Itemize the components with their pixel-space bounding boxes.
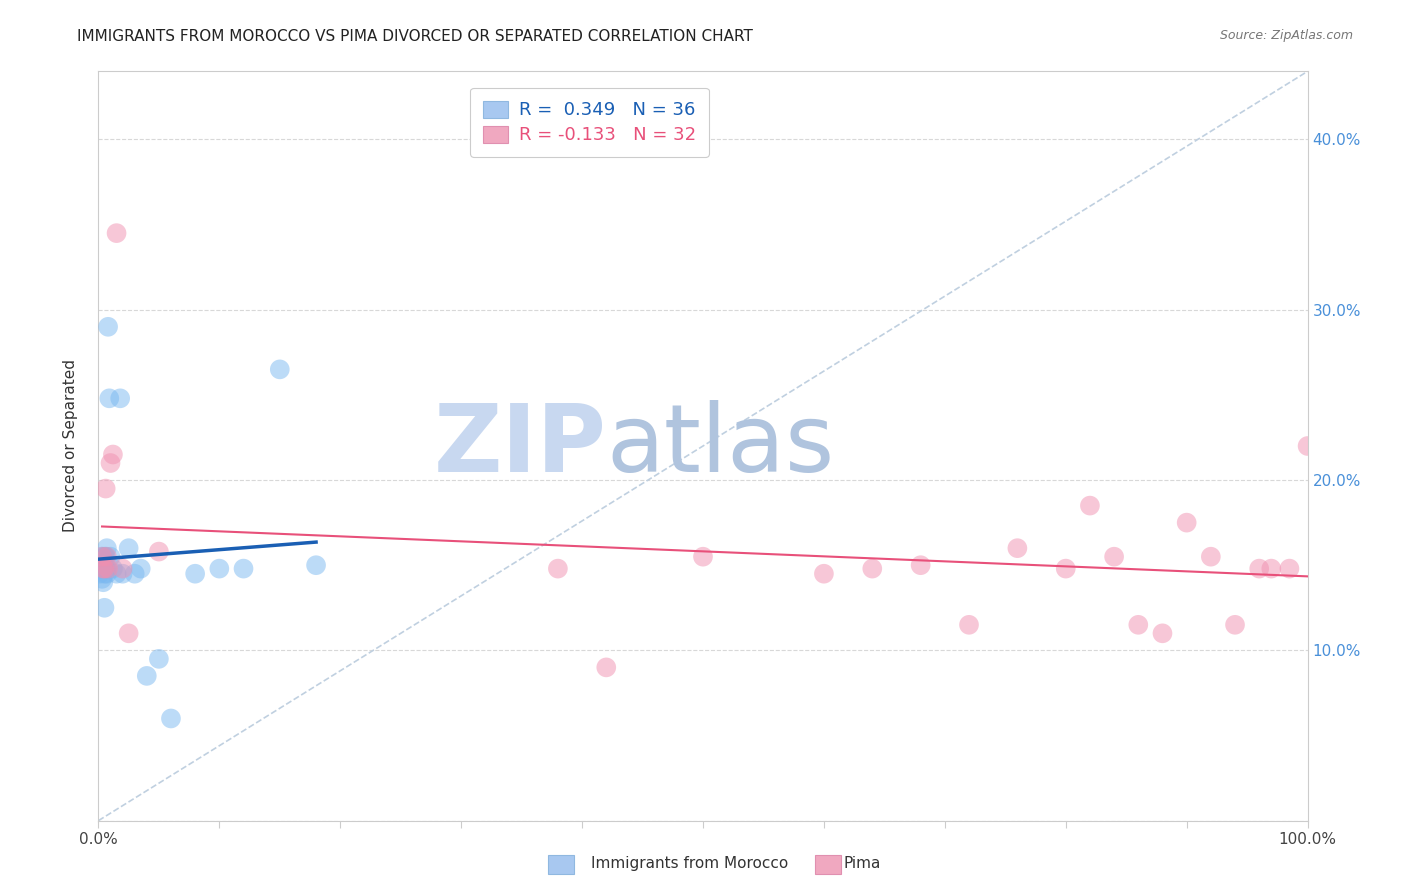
Point (97, 319, 120, 334)
Point (93, 561, 115, 575)
Y-axis label: Divorced or Separated: Divorced or Separated (63, 359, 77, 533)
Point (1128, 617, 1150, 632)
Point (547, 561, 569, 575)
Point (305, 558, 328, 573)
Text: ZIP: ZIP (433, 400, 606, 492)
Point (100, 456, 122, 470)
Point (692, 549, 714, 564)
Point (1054, 561, 1077, 575)
Point (860, 561, 883, 575)
Point (111, 566, 134, 581)
Point (91, 561, 114, 575)
Point (91, 575, 114, 590)
Point (91, 561, 114, 575)
Point (96, 566, 118, 581)
Point (91, 553, 114, 567)
Point (208, 561, 231, 575)
Point (105, 566, 128, 581)
Point (111, 561, 134, 575)
Text: Immigrants from Morocco: Immigrants from Morocco (591, 856, 787, 871)
Point (595, 660, 617, 674)
Point (91, 549, 114, 564)
Point (94, 549, 117, 564)
Point (232, 561, 254, 575)
Point (91, 561, 114, 575)
Point (1175, 516, 1198, 530)
Point (118, 541, 141, 556)
Point (124, 566, 146, 581)
Point (1152, 626, 1174, 640)
Text: IMMIGRANTS FROM MOROCCO VS PIMA DIVORCED OR SEPARATED CORRELATION CHART: IMMIGRANTS FROM MOROCCO VS PIMA DIVORCED… (77, 29, 754, 44)
Point (129, 561, 152, 575)
Point (1249, 561, 1271, 575)
Point (1102, 549, 1125, 564)
Point (135, 669, 157, 683)
Point (184, 566, 207, 581)
Point (100, 549, 122, 564)
Point (1007, 541, 1029, 556)
Point (1223, 617, 1246, 632)
Point (91, 549, 114, 564)
Point (148, 544, 170, 558)
Point (89, 566, 111, 581)
Text: Pima: Pima (844, 856, 882, 871)
Point (91, 572, 114, 586)
Point (101, 561, 124, 575)
Point (1296, 439, 1319, 453)
Point (108, 392, 131, 406)
Point (90, 558, 112, 573)
Point (96, 541, 118, 556)
Point (910, 558, 932, 573)
Point (269, 362, 291, 376)
Point (148, 652, 170, 666)
Point (94, 561, 117, 575)
Point (1260, 561, 1282, 575)
Point (93, 566, 115, 581)
Point (97, 561, 120, 575)
Point (93, 561, 115, 575)
Point (96, 561, 118, 575)
Point (118, 626, 141, 640)
Text: atlas: atlas (606, 400, 835, 492)
Point (93, 549, 115, 564)
Point (94, 482, 117, 496)
Point (957, 617, 980, 632)
Point (1278, 561, 1301, 575)
Point (101, 448, 124, 462)
Point (98, 392, 121, 406)
Point (160, 711, 183, 725)
Text: Source: ZipAtlas.com: Source: ZipAtlas.com (1219, 29, 1353, 42)
Point (90, 561, 112, 575)
Point (105, 226, 128, 240)
Point (93, 600, 115, 615)
Point (96, 549, 118, 564)
Point (1199, 549, 1222, 564)
Point (813, 566, 835, 581)
Legend: R =  0.349   N = 36, R = -0.133   N = 32: R = 0.349 N = 36, R = -0.133 N = 32 (470, 88, 709, 157)
Point (1078, 499, 1101, 513)
